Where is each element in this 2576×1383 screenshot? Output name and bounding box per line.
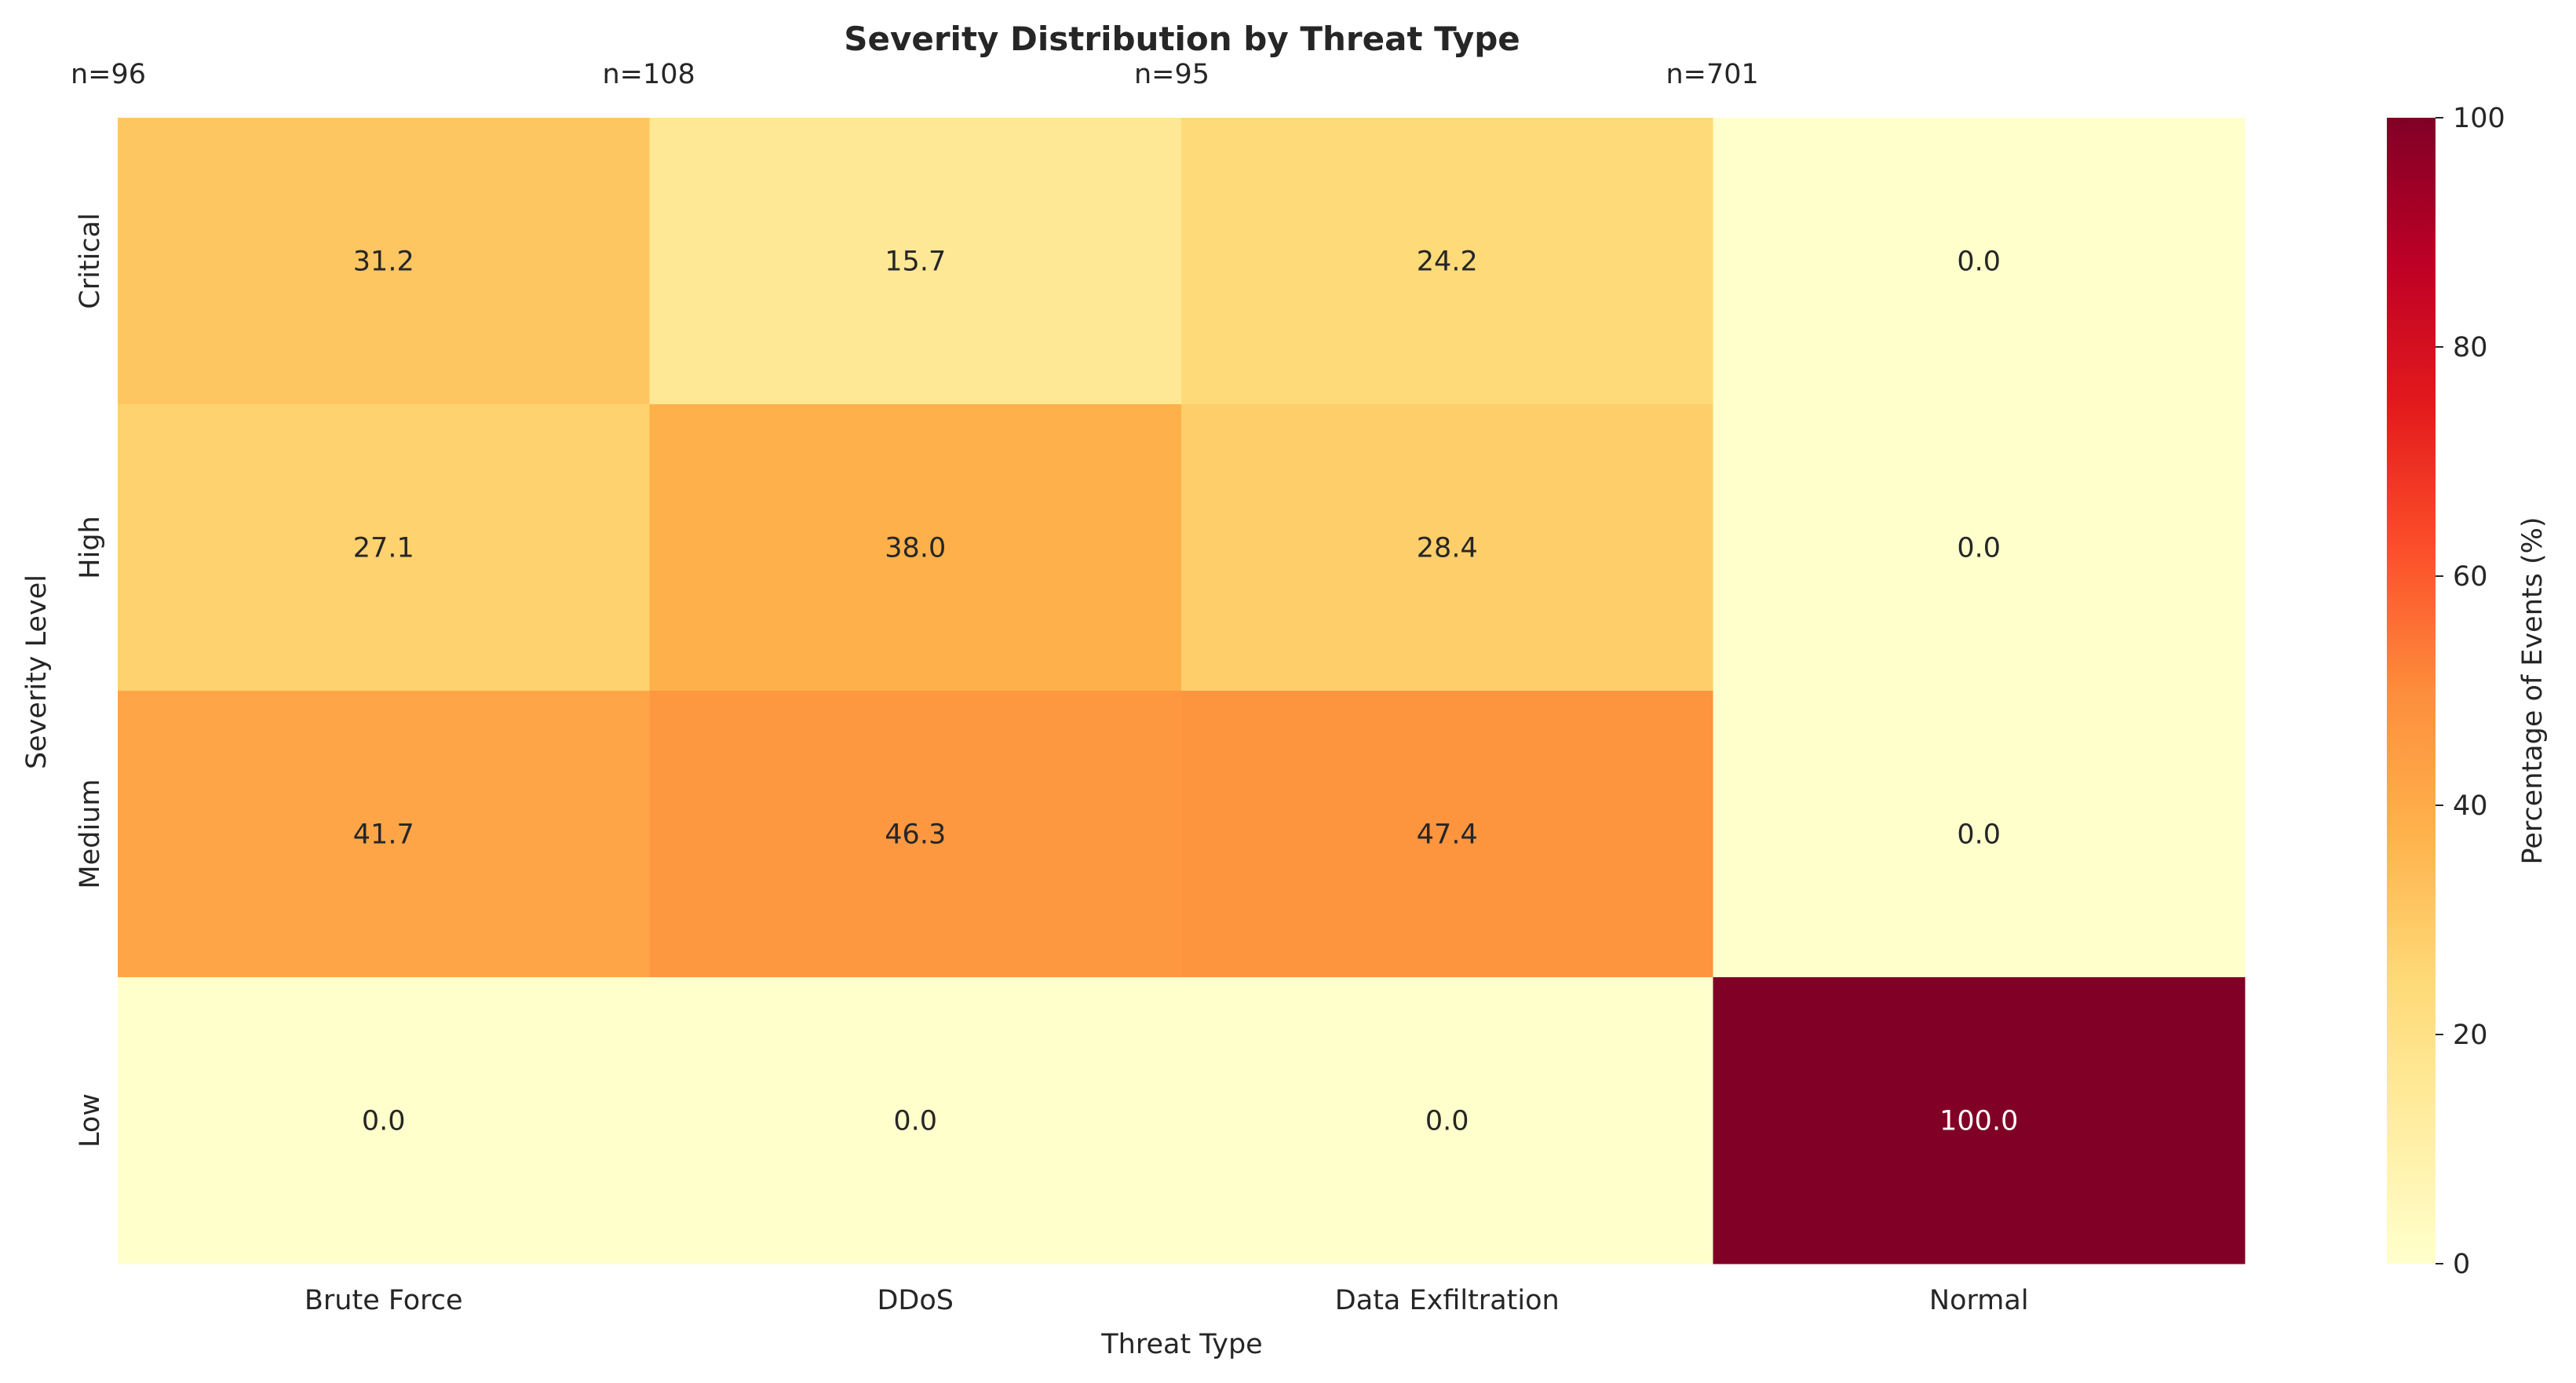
heatmap-cell	[118, 404, 650, 692]
y-tick-label: Low	[75, 1093, 106, 1148]
heatmap-cell	[118, 118, 650, 405]
colorbar-tick-label: 60	[2453, 561, 2488, 593]
x-tick-label: DDoS	[877, 1285, 954, 1316]
x-tick-label: Data Exfiltration	[1335, 1285, 1560, 1316]
cell-value-label: 0.0	[362, 1106, 406, 1137]
cell-value-label: 0.0	[1425, 1106, 1469, 1137]
cell-value-label: 28.4	[1417, 533, 1478, 564]
cell-value-label: 0.0	[1957, 533, 2001, 564]
y-axis-label: Severity Level	[21, 575, 53, 769]
cell-value-label: 41.7	[353, 819, 414, 851]
colorbar-label: Percentage of Events (%)	[2517, 516, 2549, 864]
heatmap-cell	[1181, 691, 1713, 978]
heatmap-cell	[649, 977, 1182, 1264]
colorbar-tick-label: 20	[2453, 1020, 2488, 1051]
heatmap-cell	[118, 977, 650, 1264]
column-count-label: n=108	[603, 59, 695, 90]
cell-value-label: 0.0	[1957, 819, 2001, 851]
cell-value-label: 24.2	[1417, 246, 1478, 278]
heatmap-cell	[1713, 118, 2246, 405]
heatmap-cell	[1713, 691, 2246, 978]
cell-value-label: 38.0	[885, 533, 946, 564]
colorbar-tick-label: 0	[2453, 1249, 2470, 1280]
heatmap-cells: 31.2 15.7 24.2 0.0 27.1 38.0 28.4 0.0 41.7 46.3 47…	[118, 118, 2246, 1264]
x-axis-ticks: Brute Force DDoS Data Exfiltration Normal	[305, 1285, 2029, 1316]
y-tick-label: Critical	[75, 213, 106, 308]
heatmap-cell	[1181, 118, 1713, 405]
cell-value-label: 31.2	[353, 246, 414, 278]
heatmap-cell	[649, 404, 1182, 692]
column-count-label: n=701	[1666, 59, 1759, 90]
cell-value-label: 0.0	[893, 1106, 937, 1137]
heatmap-cell	[1713, 404, 2246, 692]
colorbar-ticks: 0 20 40 60 80 100	[2436, 103, 2505, 1280]
colorbar	[2387, 118, 2436, 1264]
y-axis-ticks: Critical High Medium Low	[75, 213, 106, 1148]
chart-title: Severity Distribution by Threat Type	[844, 20, 1520, 58]
y-tick-label: High	[75, 516, 106, 578]
colorbar-tick-label: 80	[2453, 332, 2488, 363]
x-axis-label: Threat Type	[1100, 1329, 1262, 1360]
column-count-label: n=95	[1134, 59, 1210, 90]
cell-value-label: 46.3	[885, 819, 946, 851]
cell-value-label: 0.0	[1957, 246, 2001, 278]
x-tick-label: Normal	[1929, 1285, 2029, 1316]
heatmap-cell	[1181, 977, 1713, 1264]
heatmap-cell	[118, 691, 650, 978]
cell-value-label: 47.4	[1417, 819, 1478, 851]
column-annotations: n=96 n=108 n=95 n=701	[71, 59, 1759, 90]
heatmap-cell	[649, 118, 1182, 405]
heatmap-cell	[649, 691, 1182, 978]
cell-value-label: 100.0	[1939, 1106, 2018, 1137]
cell-value-label: 27.1	[353, 533, 414, 564]
colorbar-tick-label: 40	[2453, 790, 2488, 822]
cell-value-label: 15.7	[885, 246, 946, 278]
column-count-label: n=96	[71, 59, 146, 90]
colorbar-tick-label: 100	[2453, 103, 2505, 134]
y-tick-label: Medium	[75, 779, 106, 889]
x-tick-label: Brute Force	[305, 1285, 463, 1316]
heatmap-cell	[1713, 977, 2246, 1264]
heatmap-cell	[1181, 404, 1713, 692]
